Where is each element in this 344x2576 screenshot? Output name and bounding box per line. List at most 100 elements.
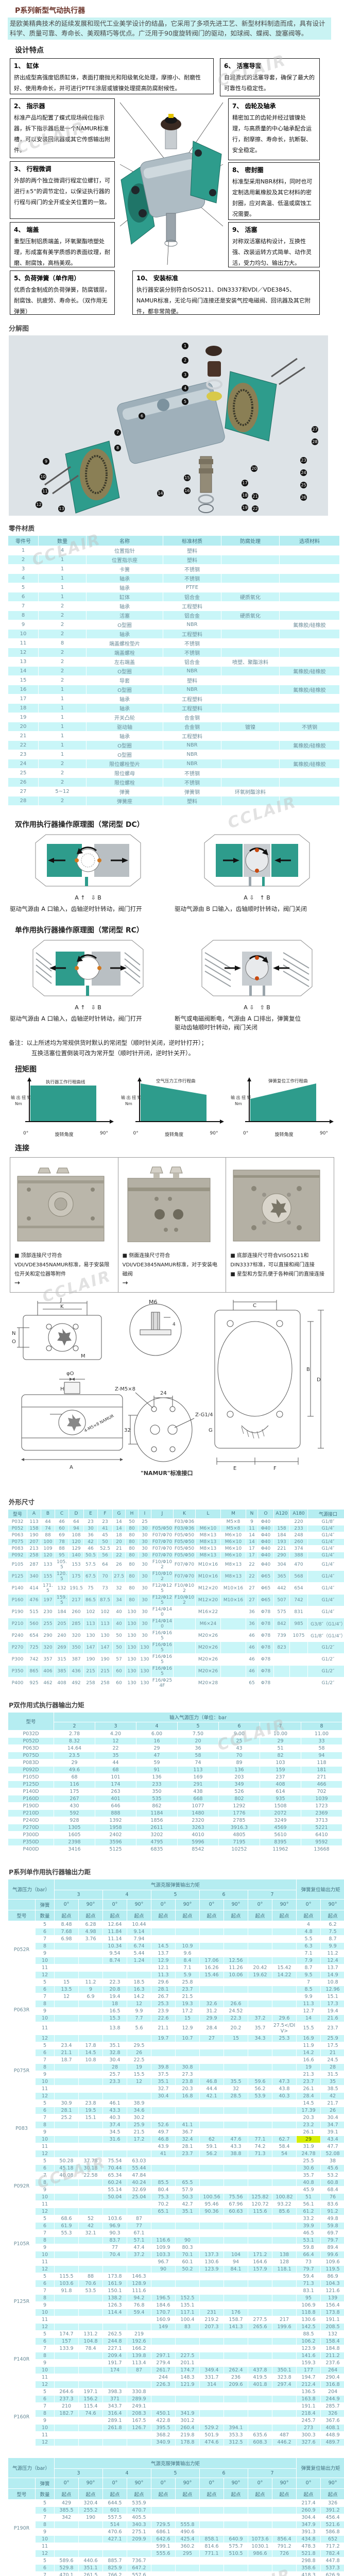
callout-number: 28: [312, 438, 318, 445]
rc-close-ports: A ⇩ ⇧ B: [244, 1004, 270, 1011]
table-row: 9 55.14 32.69 80.4 57.9 45.9 68.4: [8, 2186, 344, 2193]
table-row: 11 8 端盖螺栓垫片 不锈钢: [8, 638, 339, 648]
svg-text:M6: M6: [149, 1299, 158, 1306]
page-title: P系列新型气动执行器: [15, 7, 85, 15]
svg-text:输 出 扭 矩: 输 出 扭 矩: [121, 1095, 142, 1100]
dc-captions: 驱动气源由 A 口输入，齿轴逆时针转动，阀门打开 驱动气源由 B 口输入，齿轴顺…: [8, 902, 337, 913]
table-row: 13 2 左右端盖 铝合金 喷塑、聚酯涂料: [8, 657, 339, 666]
feature-title: 8、 密封圈: [232, 166, 264, 174]
table-row: P105D 68 101 136 169 203 237 271: [8, 1773, 342, 1781]
table-row: 6 385.5 255.2 601 470.7 260.9 391.2: [8, 2506, 344, 2514]
table-row: 11 12.1 7.1 16.26 11.26 20.42 15.42 8.7 13.7: [8, 1964, 344, 1971]
table-row: 8 83.7 57.1 116.6 90 53.1 79.7: [8, 2236, 344, 2244]
table-row: 11 599.1 360.2 814.6 575.7 1030.1 791.2 478.3 71…: [8, 2543, 344, 2550]
table-row: P210D 592 888 1184 1480 1776 2072 2369: [8, 1809, 342, 1817]
table-row: 9 126.3 76.8 184.6 135.1 106.9 156.4: [8, 2301, 344, 2309]
callout-number: 11: [42, 487, 48, 495]
table-row: 16 1 O型圈 NBR 氟橡胶/硅橡胶: [8, 685, 339, 694]
table-row: P140D 175 263 350 438 526 614 702: [8, 1788, 342, 1795]
callout-number: 8: [114, 444, 121, 451]
table-row: 28 2 弹簧座 塑料: [8, 796, 339, 805]
table-row: 3 1 卡簧 不锈钢: [8, 564, 339, 573]
table-row: P075R 5 23.4 17.8 35.1 29.5 11.9 17.5: [8, 2042, 344, 2099]
torque-chart-spring: 输 出 扭 矩 Nm 弹簧复位工作行程曲 0° 旋转角度 90°: [230, 1077, 335, 1138]
table-row: P190 515 230 184 260 102 102 40 130 30 F14/Φ140 M16…: [8, 1606, 344, 1618]
right-arrow-icon: →: [14, 1279, 20, 1287]
table-row: 6 103.6 70.6 161.9 128.9 71.3 104.3: [8, 2280, 344, 2287]
feature-box-7: 7、 齿轮及轴承 精密加工的齿轮并经过镀镍处理，与高质量的中心轴承配合运行，耐摩…: [228, 98, 320, 160]
feature-title: 4、 端盖: [14, 226, 39, 233]
torque-chart-stroke: 输 出 扭 矩 Nm 执行器工作行程曲线 0° 旋转角度 90°: [10, 1077, 115, 1138]
svg-text:E: E: [233, 1466, 236, 1471]
table-row: 11 70.2 42.7 95.46 67.96 120.72 93.22 56.1 83.6: [8, 2200, 344, 2208]
dc-close-diagram: A ⇩ ↑ B: [180, 833, 334, 902]
table-row: P083 213 109 88 129 46 52.5 21 80 30 F07/Φ70 F05/Φ5…: [8, 1545, 344, 1552]
table-row: 7 18.7 10.8 30.4 22.5 16.6 24.5: [8, 2056, 344, 2063]
svg-text:H: H: [60, 1386, 64, 1392]
feature-title: 9、 活塞: [232, 226, 257, 233]
table-row: 1 4 位置指针 塑料: [8, 546, 339, 555]
svg-text:输 出 扭 矩: 输 出 扭 矩: [11, 1095, 31, 1100]
callout-number: 9: [43, 457, 49, 465]
table-row: P092R 5 50.28 37.78 75.54 63.03 25.5 38: [8, 2157, 344, 2215]
feature-title: 7、 齿轮及轴承: [232, 102, 276, 110]
table-row: P125D 116 174 233 291 349 408 466: [8, 1781, 342, 1788]
callout-number: 25: [300, 481, 307, 488]
callout-number: 2: [182, 357, 188, 364]
single-acting-torque-table-1: 气源压力（bar） 气源克服弹簧输出力矩 弹簧复位输出力矩 3 4 5 6 7 弹簧 0° 90° 0…: [8, 1878, 344, 2446]
feature-text: 精密加工的齿轮并经过镀镍处理，与高质量的中心轴承配合运行，耐摩擦、寿命长，抗断裂…: [232, 114, 312, 154]
table-row: 11 368.2 219.8 501.9 353.3 635.6 487 300.3 448.9: [8, 2431, 344, 2438]
callout-number: 23: [300, 456, 307, 464]
table-row: P400D 3416 5125 6835 8542 10252 11962 13668: [8, 1845, 342, 1853]
table-row: 12 41 23.7 56.2 38.8 71.3 54 24.78 52.08: [8, 2150, 344, 2157]
table-row: 9 289.1 167.5 422.8 301.2 245.7 367.6: [8, 2417, 344, 2424]
connection-table: ■ 顶部连接尺寸符合VDI/VDE3845NAMUR标准，易于安装限位开关和定位…: [10, 1157, 334, 1293]
table-row: 12 555.6 295 771.1 510.5 986.6 726 521.8 782.4: [8, 2550, 344, 2557]
right-arrow-icon: →: [122, 1279, 128, 1287]
table-row: 10 70.4 37.2 103.3 70.1 137.3 104 171.2 138 66.4 9…: [8, 2251, 344, 2258]
table-row: 12 90 50.2 123.9 84.1 157.9 118.1 79.7 119.5: [8, 2265, 344, 2273]
feature-title: 2、 指示器: [14, 102, 45, 110]
callout-number: 19: [242, 504, 248, 511]
svg-text:O: O: [12, 1339, 16, 1345]
feature-title: 1、 缸体: [14, 62, 39, 70]
header-row: 弹簧 0° 90° 0° 90° 0° 90° 0° 90° 0° 90° 0° 90°: [8, 1899, 344, 1910]
svg-text:C: C: [253, 1303, 256, 1309]
table-row: 8 138.2 94.2 196.5 152.5 95 139: [8, 2294, 344, 2301]
table-row: 6 237.3 156.2 371 289.9 163.8 244.9: [8, 2395, 344, 2402]
header-row: 型号 数量 起点 起点 起点 起点 起点 起点 起点 起点 起点 起点 起点 起点: [8, 2488, 344, 2499]
torque-charts: 输 出 扭 矩 Nm 执行器工作行程曲线 0° 旋转角度 90° 输 出 扭 矩 N…: [10, 1077, 335, 1138]
table-row: 8 37.4 25.9 52.6 41.1 23.2 34.7: [8, 2121, 344, 2128]
header-row: 气源压力（bar） 气源克服弹簧输出力矩 弹簧复位输出力矩: [8, 2458, 344, 2478]
feature-text: 优质合金制成的负荷弹簧，防腐镀层，耐腐蚀、抗疲劳、寿命长。（双作用无弹簧）: [14, 286, 110, 315]
svg-text:A: A: [70, 1465, 73, 1470]
dc-heading: 双作用执行器操作原理图（常闭型 DC）: [15, 820, 144, 829]
feature-text: 重型压制铝质端盖，环氧聚酯喷塑处理，形成富有美学质感的表面纹理，耐磨、耐腐蚀，高…: [14, 238, 110, 266]
callout-number: 4: [182, 384, 188, 392]
feature-text: 标准型采用NBR材料，同时也可定制选用氟橡胶及其它材料的密封圈，应对高温、低温或…: [232, 178, 313, 218]
table-row: P350 865 406 385 436 215 215 60 130 130 F16/Φ165 M2…: [8, 1665, 344, 1677]
rc-captions: 驱动气源由 A 口输入，齿轴逆时针转动，阀门打开 断气或电磁阀断电，气源由 A …: [8, 1011, 337, 1032]
connection-top: ■ 顶部连接尺寸符合VDI/VDE3845NAMUR标准，易于安装限位开关和定位…: [10, 1157, 118, 1292]
table-row: 24 2 限位螺栓垫片 NBR 氟橡胶/硅橡胶: [8, 759, 339, 768]
rc-open-ports: A ↑ ⇩ B: [75, 1004, 101, 1011]
callout-number: 1: [182, 342, 188, 349]
feature-text: 标准产品均配置了蝶式现场阀位指示器，拆下指示器后是一个NAMUR标准槽，可以安装…: [14, 114, 110, 154]
svg-text:M: M: [81, 1353, 85, 1359]
table-row: 7 133.9 78.4 227.1 166.2 123.9 184.8: [8, 2345, 344, 2352]
table-row: 11 244 148.3 331.7 236 419.5 323.8 194.7 290.4: [8, 2374, 344, 2381]
callout-number: 26: [300, 494, 307, 501]
header-row: 型号 数量 起点 起点 起点 起点 起点 起点 起点 起点 起点 起点 起点 起点: [8, 1910, 344, 1921]
table-row: 6 157 104.8 244.8 192.6 106.2 158.4: [8, 2337, 344, 2345]
connection-side-caption: ■ 侧面连接尺寸符合VDI/VDE3845NAMUR标准，对于安装电磁阀: [122, 1252, 218, 1277]
table-row: 6 13.5 9 20.8 16.3 28.1 23.7 8.5 12.96: [8, 1986, 344, 1993]
table-row: P210 560 255 205 285 113 113 40 130 30 F14/Φ140 M6×…: [8, 1618, 344, 1630]
callout-number: 13: [58, 505, 65, 512]
table-row: P032D 2.78 4.20 6.00 7.50 9.00 10.00 11.00: [8, 1730, 342, 1737]
table-row: 23 1 O型圈 NBR: [8, 750, 339, 759]
svg-text:弹簧复位工作行程曲: 弹簧复位工作行程曲: [268, 1078, 308, 1084]
dc-diagrams: A ↑ ⇩ B: [11, 833, 334, 902]
rc-open-caption: 驱动气源由 A 口输入，齿轴逆时针转动，阀门打开: [10, 1015, 142, 1022]
table-row: 12 226.3 121.9 314 209.6 401.8 297.4 212.4 316.8: [8, 2381, 344, 2388]
